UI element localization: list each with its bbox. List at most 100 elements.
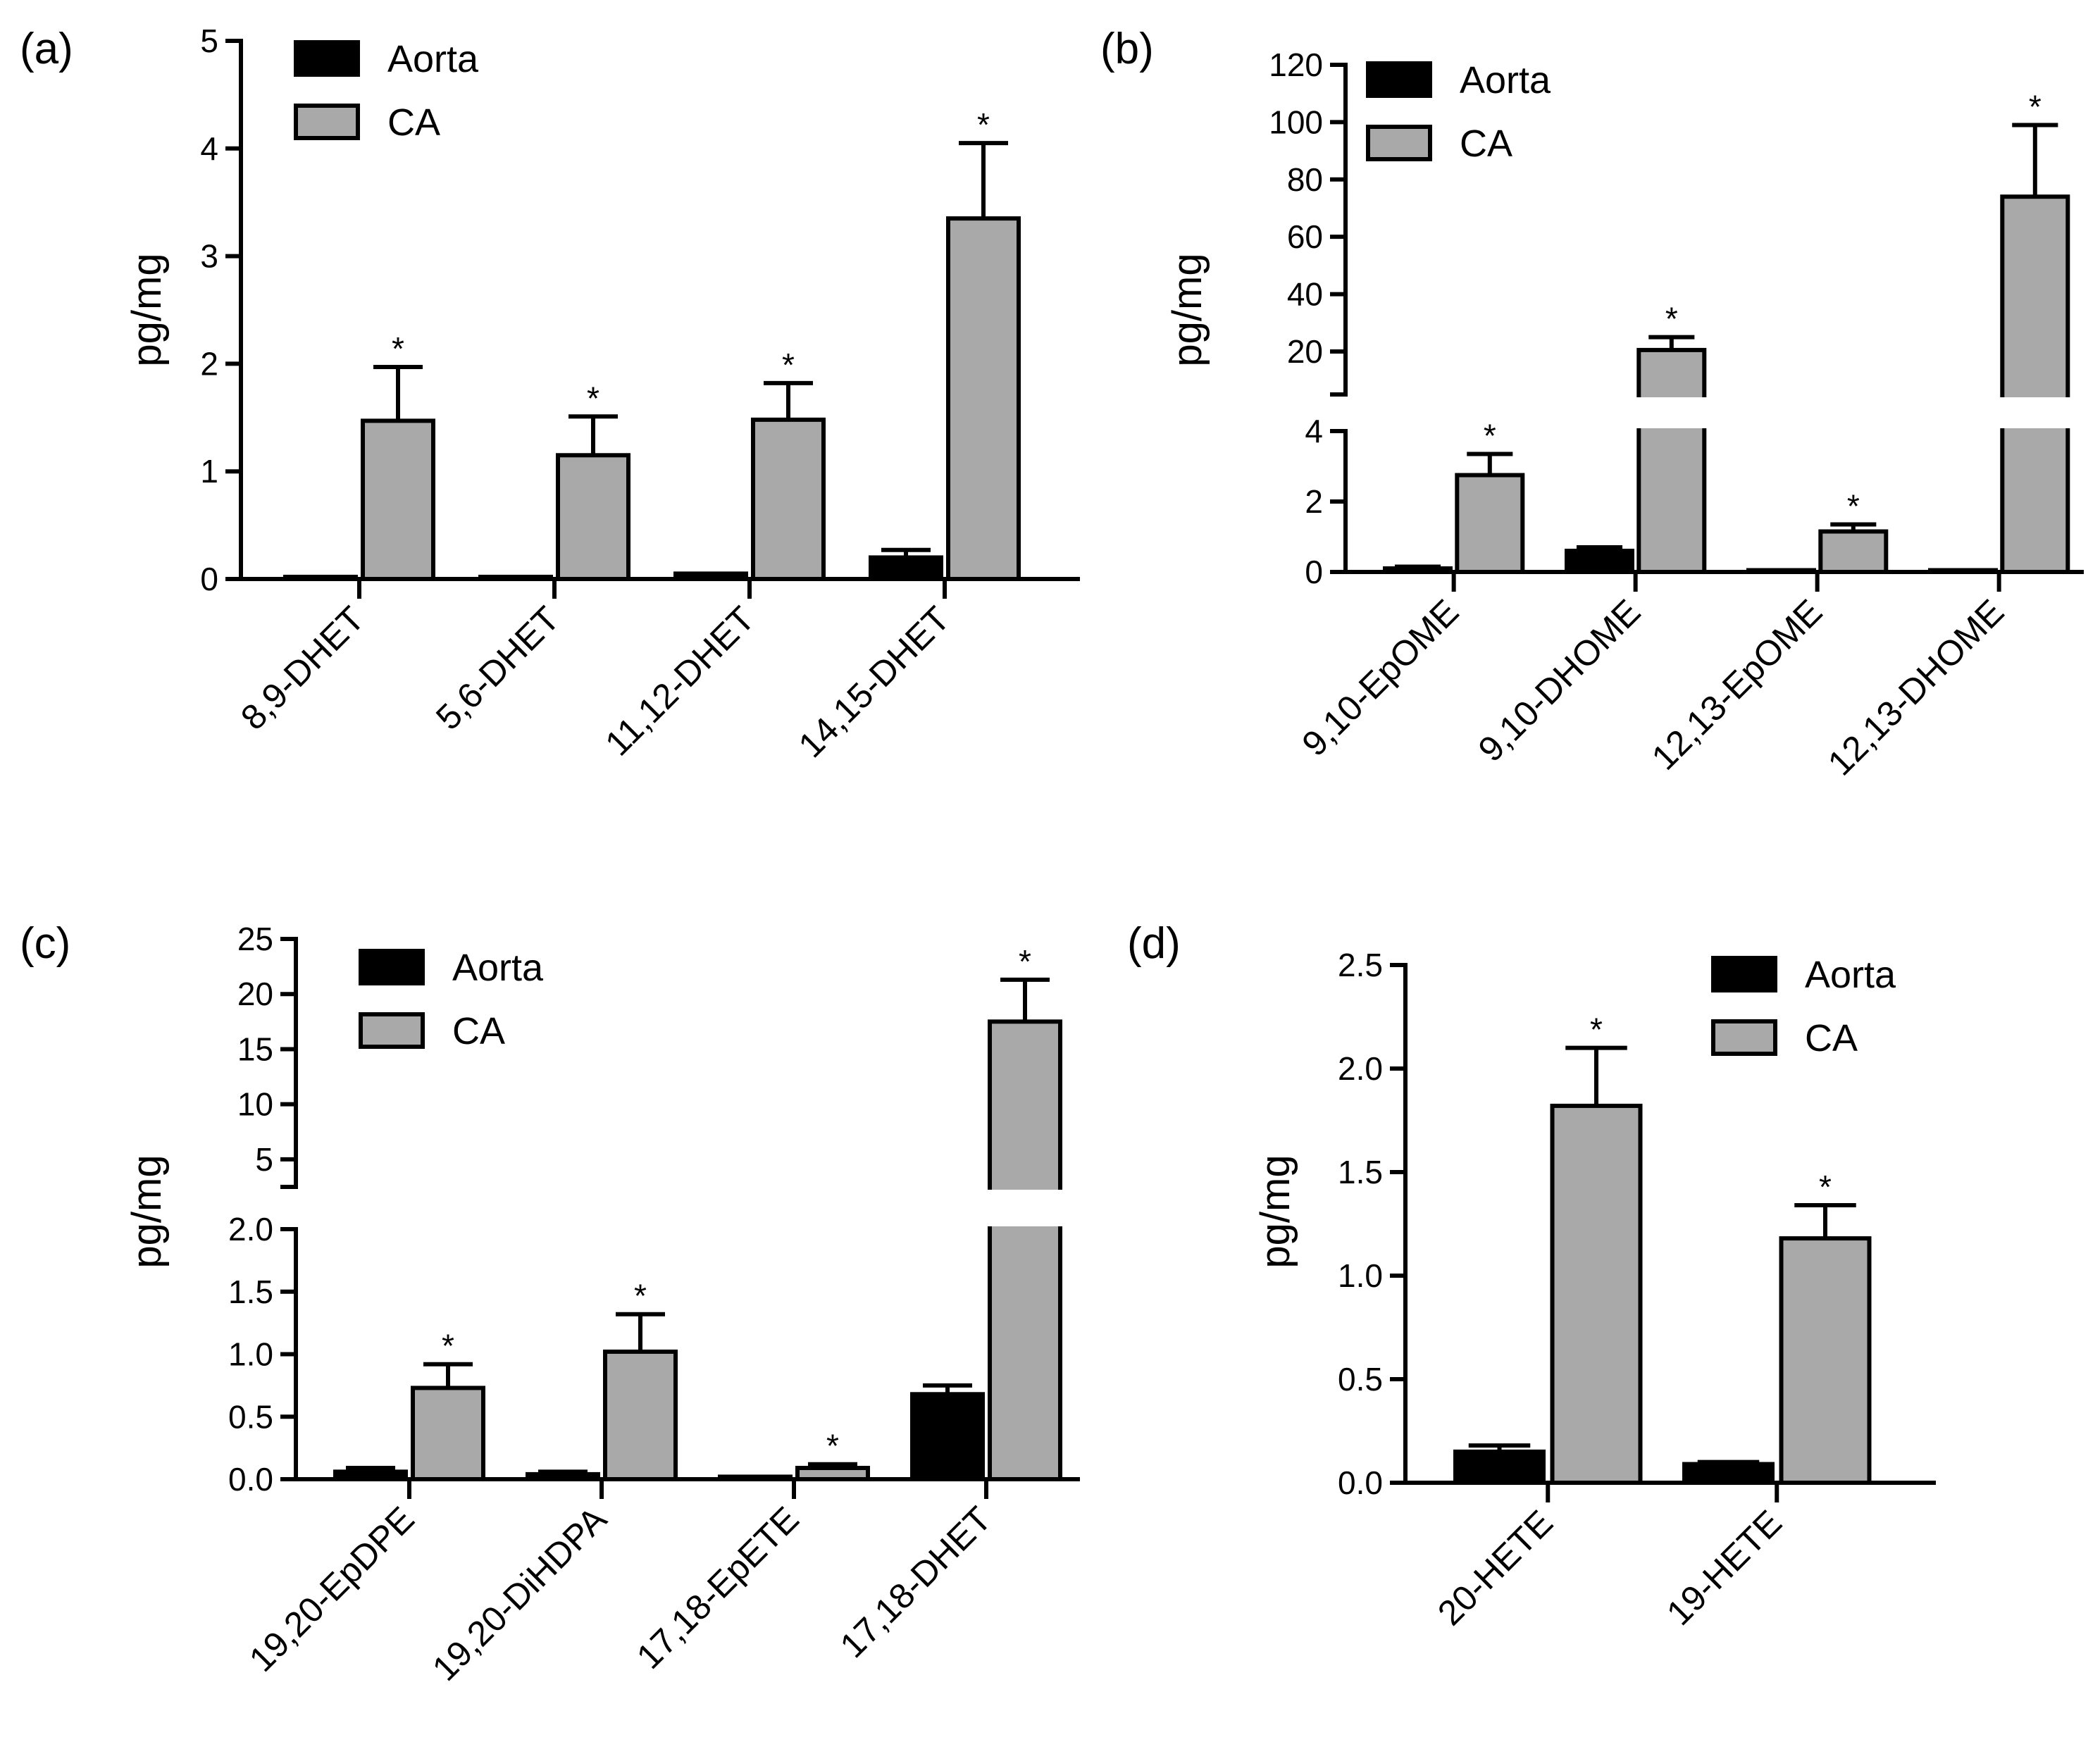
bar-ca — [751, 417, 826, 582]
y-tick-label: 80 — [1287, 161, 1323, 198]
y-tick-label: 100 — [1269, 104, 1323, 140]
bar-ca — [556, 453, 630, 582]
bar-aorta — [526, 1471, 600, 1481]
y-tick-label: 0 — [200, 561, 218, 597]
significance-star: * — [1484, 418, 1496, 454]
panel-label: (c) — [20, 919, 70, 968]
bar-aorta — [1383, 566, 1453, 574]
chart-panel-d: (d) pg/mg 0.0 0.5 1.0 1.5 2.0 2.5 * 20-HETE * 19-HE… — [1127, 919, 1936, 1633]
x-category-label: 12,13-EpOME — [1644, 592, 1830, 778]
y-tick-label: 60 — [1287, 218, 1323, 255]
y-tick-label: 120 — [1269, 46, 1323, 83]
panel-label: (d) — [1127, 919, 1181, 968]
bar-break-gap — [986, 1190, 1064, 1226]
legend-label-ca: CA — [1460, 123, 1512, 165]
bar-aorta — [1682, 1462, 1775, 1486]
y-axis-label: pg/mg — [1253, 1154, 1298, 1268]
chart-panel-c: (c) pg/mg 0.0 0.5 1.0 1.5 2.0 5 10 15 20 25 * 19,20-E… — [20, 919, 1080, 1688]
legend-label-aorta: Aorta — [1460, 59, 1551, 101]
x-category-label: 17,18-DHET — [833, 1499, 999, 1665]
bar-ca — [1818, 529, 1889, 574]
significance-star: * — [1819, 1169, 1832, 1205]
y-tick-label: 2 — [200, 345, 218, 382]
significance-star: * — [1847, 488, 1860, 525]
legend-label-ca: CA — [387, 101, 440, 144]
bar-ca — [795, 1466, 870, 1481]
y-tick-label: 0.0 — [1338, 1464, 1383, 1501]
bar-aorta — [718, 1474, 793, 1481]
y-axis-label: pg/mg — [124, 1154, 170, 1268]
y-tick-label: 1.0 — [228, 1336, 273, 1373]
y-tick-label: 5 — [200, 23, 218, 59]
significance-star: * — [392, 330, 404, 367]
y-tick-label: 20 — [1287, 333, 1323, 370]
legend-label-aorta: Aorta — [452, 947, 544, 989]
significance-star: * — [977, 106, 990, 143]
y-axis-label: pg/mg — [124, 253, 170, 366]
y-tick-label: 20 — [237, 976, 273, 1012]
y-tick-label: 0.5 — [1338, 1361, 1383, 1398]
bar-ca — [1636, 347, 1707, 574]
y-tick-label: 2.5 — [1338, 947, 1383, 983]
bar-ca — [361, 418, 435, 581]
bar-aorta — [1928, 568, 1998, 574]
legend-swatch-ca — [359, 1012, 425, 1049]
panel-label: (b) — [1100, 25, 1154, 73]
y-tick-label: 1 — [200, 453, 218, 490]
bar-ca — [988, 1019, 1062, 1482]
bar-aorta — [910, 1392, 985, 1482]
y-axis-label: pg/mg — [1164, 253, 1210, 366]
y-tick-label: 1.5 — [1338, 1154, 1383, 1190]
y-tick-label: 1.0 — [1338, 1257, 1383, 1294]
x-category-label: 20-HETE — [1430, 1502, 1560, 1633]
bar-ca — [1779, 1236, 1872, 1485]
significance-star: * — [826, 1428, 839, 1464]
y-tick-label: 2 — [1305, 483, 1323, 520]
x-category-label: 14,15-DHET — [791, 599, 957, 765]
chart-panel-a: (a) pg/mg 0 1 2 3 4 5 * 8,9-DHET * 5,6-DHET * 11,12-D… — [20, 23, 1080, 765]
x-category-label: 12,13-DHOME — [1820, 592, 2011, 783]
bar-aorta — [869, 555, 943, 582]
bar-aorta — [283, 574, 358, 581]
panel-label: (a) — [20, 25, 73, 73]
x-category-label: 19,20-DiHDPA — [425, 1499, 614, 1688]
y-tick-label: 4 — [200, 130, 218, 167]
legend-swatch-aorta — [359, 949, 425, 985]
y-tick-label: 25 — [237, 921, 273, 957]
chart-panel-b: (b) pg/mg 0 2 4 20 40 60 80 100 120 * 9,10-EpOME * 9,1… — [1100, 25, 2084, 783]
bar-aorta — [1565, 549, 1634, 574]
significance-star: * — [587, 380, 599, 416]
bar-aorta — [673, 571, 748, 581]
legend-swatch-aorta — [294, 40, 360, 77]
significance-star: * — [2029, 88, 2042, 125]
y-tick-label: 0.0 — [228, 1461, 273, 1498]
y-tick-label: 1.5 — [228, 1274, 273, 1310]
y-tick-label: 2.0 — [1338, 1050, 1383, 1087]
bar-break-gap — [1998, 397, 2073, 428]
x-category-label: 8,9-DHET — [233, 599, 372, 737]
legend-swatch-ca — [1366, 125, 1432, 161]
bar-ca — [1550, 1103, 1643, 1486]
significance-star: * — [634, 1278, 647, 1314]
legend-label-ca: CA — [1805, 1017, 1858, 1059]
x-category-label: 5,6-DHET — [428, 599, 567, 737]
x-category-label: 19,20-EpDPE — [242, 1499, 422, 1679]
bar-aorta — [1746, 568, 1816, 574]
bar-ca — [603, 1349, 678, 1481]
legend-swatch-ca — [294, 104, 360, 140]
bar-aorta — [478, 574, 553, 581]
legend-label-ca: CA — [452, 1010, 505, 1052]
y-tick-label: 3 — [200, 238, 218, 275]
significance-star: * — [1590, 1012, 1603, 1048]
y-tick-label: 0 — [1305, 554, 1323, 590]
y-tick-label: 4 — [1305, 413, 1323, 449]
significance-star: * — [782, 347, 795, 383]
legend-label-aorta: Aorta — [387, 38, 479, 80]
bar-break-gap — [1634, 397, 1709, 428]
bar-ca — [411, 1386, 485, 1482]
bar-aorta — [333, 1469, 408, 1482]
significance-star: * — [1019, 943, 1031, 980]
bar-aorta — [1453, 1449, 1546, 1485]
significance-star: * — [1665, 301, 1678, 337]
